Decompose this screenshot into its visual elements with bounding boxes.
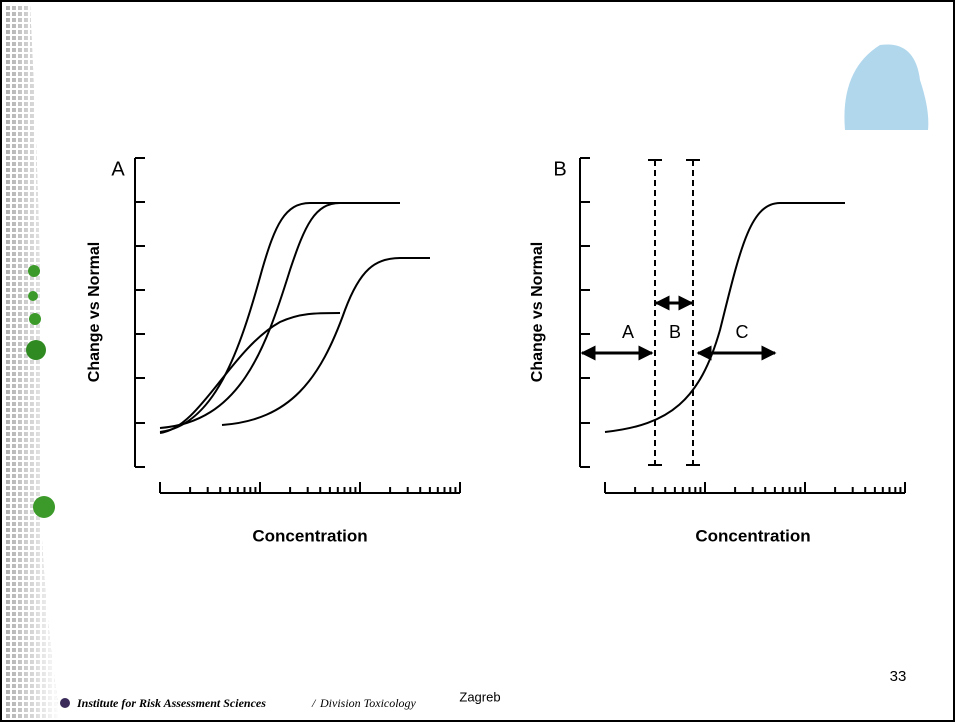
panel-a: A Change vs Normal Concentration: [86, 157, 461, 545]
decoration: [4, 4, 929, 718]
portrait: [844, 44, 929, 130]
location: Zagreb: [459, 689, 500, 704]
footer: Institute for Risk Assessment Sciences /…: [60, 696, 417, 710]
x-axis-label: Concentration: [695, 526, 810, 545]
page-number: 33: [890, 668, 907, 685]
y-axis-label: Change vs Normal: [86, 242, 103, 382]
region-label: B: [669, 322, 681, 342]
panel-label: A: [111, 158, 125, 180]
x-axis-label: Concentration: [252, 526, 367, 545]
institute: Institute for Risk Assessment Sciences: [76, 696, 266, 710]
separator: /: [311, 696, 317, 710]
y-axis-label: Change vs Normal: [529, 242, 546, 382]
region-label: A: [622, 322, 634, 342]
panel-label: B: [553, 158, 566, 180]
region-label: C: [736, 322, 749, 342]
panel-b: B Change vs Normal Concentration A B C: [529, 157, 906, 545]
division: Division Toxicology: [319, 696, 417, 710]
